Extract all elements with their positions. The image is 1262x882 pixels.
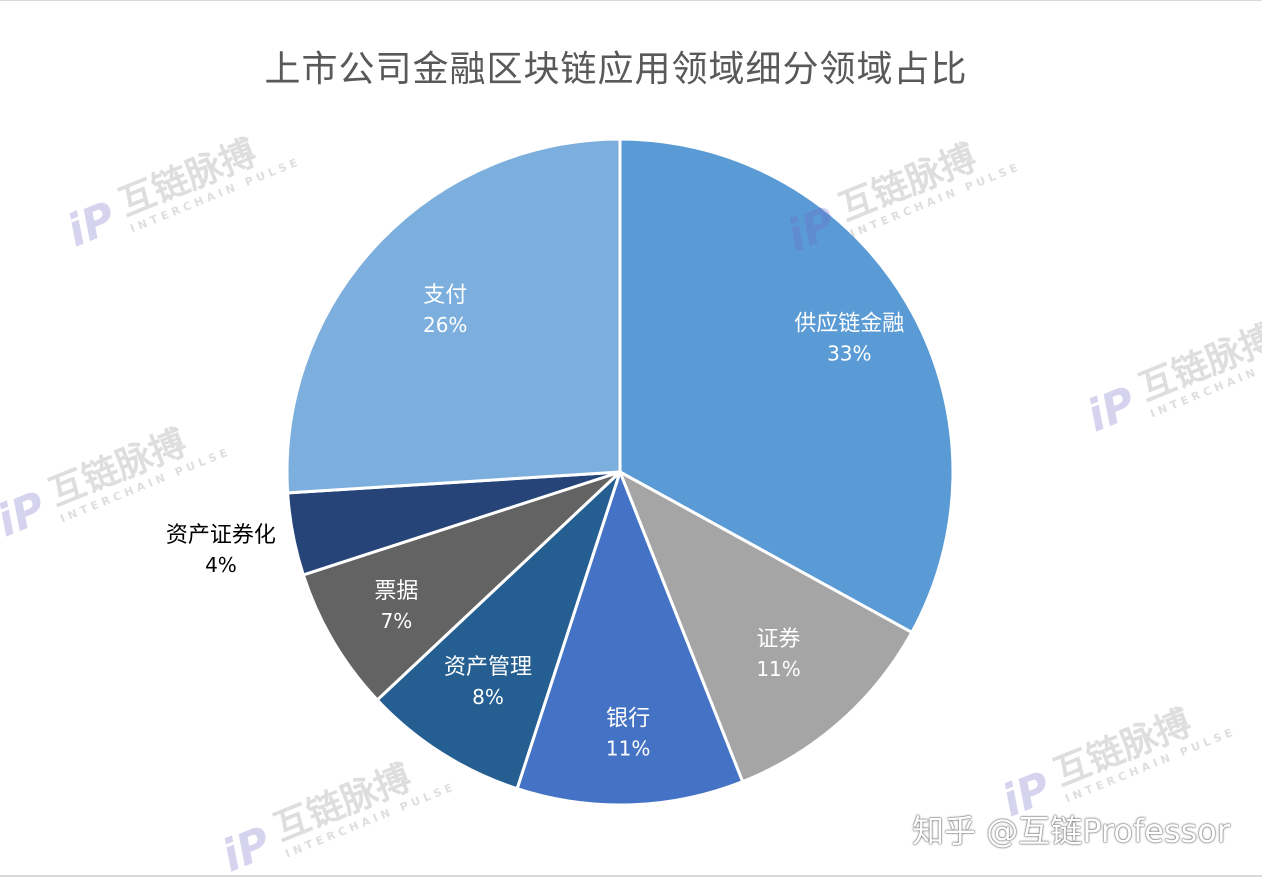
slice-percent-label: 11% <box>606 737 650 761</box>
slice-percent-label: 11% <box>756 657 800 681</box>
slice-label: 供应链金融 <box>794 311 904 336</box>
pie-slices <box>285 137 955 807</box>
pie-slice-6 <box>285 137 622 495</box>
slice-label: 资产证券化 <box>166 523 276 548</box>
slice-label: 资产管理 <box>444 655 532 680</box>
pie-slice-4 <box>301 470 622 703</box>
pie-labels: 供应链金融 33% 证券 11% 银行 11% 资产管理 8% 票据 7% 资产证券化 4% 支付 26% <box>166 283 904 761</box>
slice-percent-label: 7% <box>381 609 413 633</box>
chart-title: 上市公司金融区块链应用领域细分领域占比 <box>264 49 968 90</box>
pie-slice-2 <box>515 467 745 807</box>
slice-percent-label: 4% <box>205 553 237 577</box>
slice-percent-label: 33% <box>827 341 871 365</box>
pie-slice-3 <box>375 470 622 791</box>
slice-percent-label: 8% <box>472 685 504 709</box>
slice-label: 银行 <box>606 707 650 732</box>
slice-percent-label: 26% <box>423 313 467 337</box>
pie-slice-0 <box>618 137 955 635</box>
credit-text: 知乎 @互链Professor <box>912 812 1230 850</box>
slice-label: 证券 <box>757 627 801 652</box>
slice-label: 票据 <box>374 579 418 604</box>
pie-slice-1 <box>617 468 914 784</box>
slice-label: 支付 <box>423 283 467 308</box>
